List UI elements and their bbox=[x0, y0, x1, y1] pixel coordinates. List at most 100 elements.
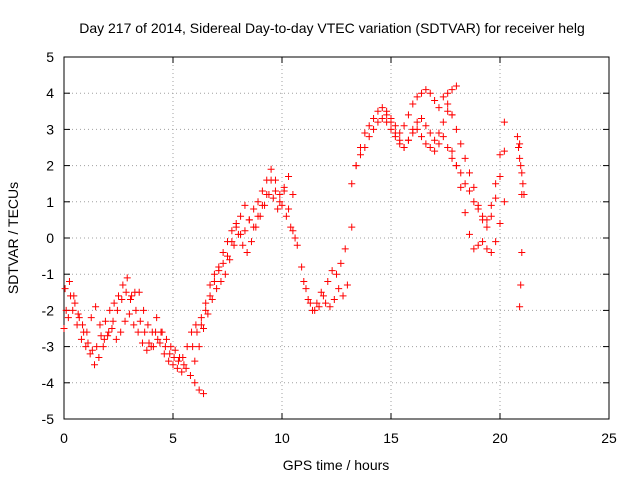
data-point bbox=[166, 350, 174, 358]
data-point bbox=[237, 212, 245, 220]
data-point bbox=[404, 111, 412, 119]
data-point bbox=[291, 234, 299, 242]
data-point bbox=[101, 317, 109, 325]
data-point bbox=[448, 86, 456, 94]
data-point bbox=[461, 180, 469, 188]
data-point bbox=[278, 201, 286, 209]
data-point bbox=[413, 93, 421, 101]
data-point bbox=[479, 238, 487, 246]
data-point bbox=[189, 343, 197, 351]
data-point bbox=[178, 368, 186, 376]
data-point bbox=[213, 285, 221, 293]
data-point bbox=[258, 201, 266, 209]
data-point bbox=[483, 223, 491, 231]
data-point bbox=[113, 306, 121, 314]
data-point bbox=[206, 281, 214, 289]
grid-lines bbox=[64, 57, 609, 419]
data-point bbox=[465, 230, 473, 238]
data-point bbox=[333, 270, 340, 278]
data-point bbox=[61, 285, 69, 293]
y-tick-label: -1 bbox=[42, 266, 55, 282]
data-point bbox=[91, 361, 99, 369]
data-point bbox=[306, 299, 314, 307]
data-point bbox=[267, 176, 275, 184]
data-point bbox=[383, 111, 391, 119]
data-point bbox=[263, 191, 271, 199]
data-point bbox=[413, 125, 421, 133]
data-point bbox=[83, 328, 91, 336]
data-point bbox=[165, 357, 173, 365]
data-point bbox=[285, 205, 293, 213]
series-track-c bbox=[61, 277, 200, 365]
data-point bbox=[215, 267, 223, 275]
data-point bbox=[370, 125, 378, 133]
data-point bbox=[289, 227, 297, 235]
data-point bbox=[461, 209, 469, 217]
data-point bbox=[106, 306, 114, 314]
data-point bbox=[92, 303, 100, 311]
data-point bbox=[93, 343, 101, 351]
data-point bbox=[136, 317, 144, 325]
data-point bbox=[219, 259, 227, 267]
series-track-h bbox=[300, 223, 356, 314]
data-point bbox=[374, 118, 382, 126]
data-point bbox=[141, 328, 149, 336]
data-point bbox=[156, 339, 164, 347]
data-point bbox=[326, 303, 334, 311]
data-point bbox=[276, 198, 284, 206]
series-track-f bbox=[197, 176, 301, 329]
data-point bbox=[496, 172, 504, 180]
data-point bbox=[154, 335, 162, 343]
data-point bbox=[404, 136, 412, 144]
data-point bbox=[517, 281, 525, 289]
data-point bbox=[309, 306, 317, 314]
data-point bbox=[122, 288, 130, 296]
series-track-g bbox=[298, 245, 349, 314]
data-point bbox=[174, 357, 182, 365]
data-point bbox=[153, 314, 161, 322]
data-point bbox=[444, 89, 452, 97]
data-point bbox=[474, 201, 482, 209]
data-point bbox=[117, 328, 125, 336]
data-point bbox=[239, 241, 247, 249]
data-point bbox=[104, 332, 112, 340]
x-tick-label: 10 bbox=[274, 430, 290, 446]
data-point bbox=[161, 343, 169, 351]
data-point bbox=[361, 129, 369, 137]
data-point bbox=[400, 144, 408, 151]
data-point bbox=[247, 238, 255, 246]
data-point bbox=[496, 220, 504, 228]
data-point bbox=[149, 343, 157, 351]
data-point bbox=[365, 133, 373, 141]
data-point bbox=[69, 306, 77, 314]
data-point bbox=[162, 335, 170, 343]
data-point bbox=[339, 292, 347, 300]
data-point bbox=[82, 343, 90, 351]
y-tick-label: 3 bbox=[46, 121, 54, 137]
data-point bbox=[518, 191, 526, 199]
data-point bbox=[250, 205, 258, 213]
data-point bbox=[170, 353, 178, 361]
data-point bbox=[64, 314, 72, 322]
data-point bbox=[135, 288, 143, 296]
data-point bbox=[186, 372, 194, 380]
data-point bbox=[487, 212, 495, 220]
y-tick-label: 4 bbox=[46, 85, 54, 101]
data-point bbox=[191, 379, 199, 387]
data-point bbox=[496, 151, 504, 159]
data-point bbox=[232, 223, 240, 231]
data-point bbox=[317, 288, 325, 296]
data-point bbox=[97, 332, 105, 340]
data-point bbox=[70, 292, 78, 300]
data-point bbox=[62, 306, 70, 314]
data-point bbox=[195, 343, 203, 351]
data-point bbox=[391, 133, 399, 141]
data-point bbox=[470, 245, 478, 253]
data-point bbox=[400, 122, 408, 130]
data-point bbox=[258, 187, 266, 195]
data-point bbox=[500, 118, 508, 126]
data-point bbox=[422, 122, 430, 130]
data-point bbox=[439, 133, 447, 141]
data-point bbox=[75, 314, 83, 322]
data-point bbox=[439, 118, 447, 126]
